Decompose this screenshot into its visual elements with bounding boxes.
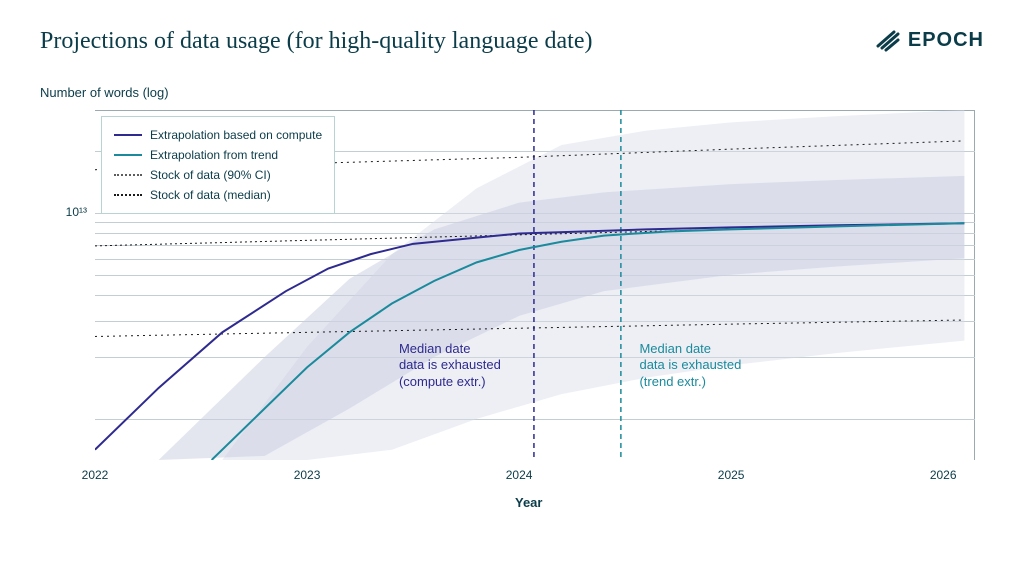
- legend-item: Stock of data (median): [114, 185, 322, 205]
- legend-item: Extrapolation based on compute: [114, 125, 322, 145]
- legend-label: Extrapolation from trend: [150, 148, 278, 162]
- legend-label: Stock of data (90% CI): [150, 168, 271, 182]
- legend-swatch: [114, 194, 142, 196]
- page-title: Projections of data usage (for high-qual…: [40, 28, 592, 55]
- annotation-trend: Median datedata is exhausted(trend extr.…: [639, 341, 741, 392]
- legend-item: Stock of data (90% CI): [114, 165, 322, 185]
- legend-swatch: [114, 174, 142, 176]
- x-tick-label: 2026: [918, 468, 968, 482]
- x-axis-label: Year: [515, 495, 542, 510]
- legend-item: Extrapolation from trend: [114, 145, 322, 165]
- epoch-logo-icon: [876, 28, 900, 52]
- logo-text: EPOCH: [908, 29, 984, 52]
- legend-label: Extrapolation based on compute: [150, 128, 322, 142]
- y-axis-label: Number of words (log): [40, 85, 984, 100]
- chart: 10¹³20222023202420252026YearExtrapolatio…: [40, 110, 984, 530]
- logo: EPOCH: [876, 28, 984, 52]
- x-tick-label: 2025: [706, 468, 756, 482]
- legend: Extrapolation based on compute Extrapolat…: [101, 116, 335, 214]
- annotation-compute: Median datedata is exhausted(compute ext…: [399, 341, 501, 392]
- x-tick-label: 2022: [70, 468, 120, 482]
- legend-label: Stock of data (median): [150, 188, 271, 202]
- x-tick-label: 2024: [494, 468, 544, 482]
- x-tick-label: 2023: [282, 468, 332, 482]
- legend-swatch: [114, 134, 142, 136]
- legend-swatch: [114, 154, 142, 156]
